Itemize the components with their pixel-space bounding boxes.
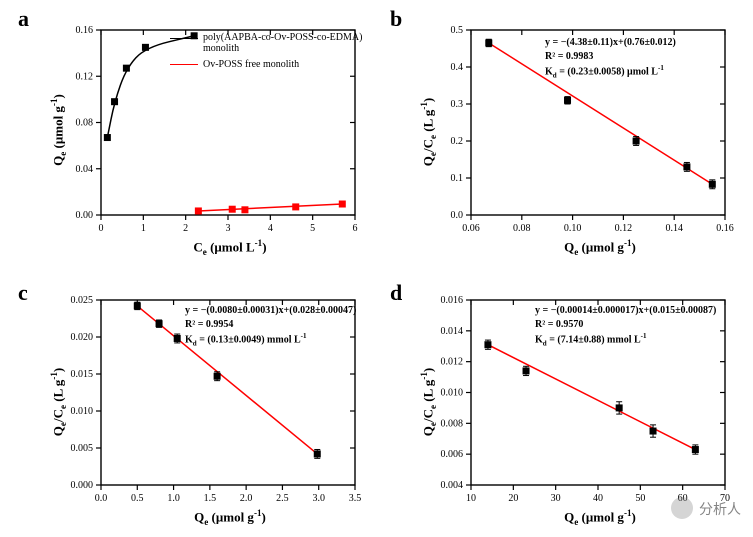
xlabel-b: Qe (μmol g-1) xyxy=(525,238,675,257)
svg-text:1.5: 1.5 xyxy=(204,493,217,504)
panel-d: 102030405060700.0040.0060.0080.0100.0120… xyxy=(415,290,735,525)
annot-c: y = −(0.0080±0.00031)x+(0.028±0.00047) R… xyxy=(185,304,356,349)
svg-text:0.16: 0.16 xyxy=(716,223,734,234)
svg-text:0.3: 0.3 xyxy=(451,99,464,110)
legend-label-a1: poly(AAPBA-co-Ov-POSS-co-EDMA)monolith xyxy=(203,32,363,54)
svg-text:0.020: 0.020 xyxy=(71,332,94,343)
svg-text:0.016: 0.016 xyxy=(441,295,464,306)
svg-text:2.5: 2.5 xyxy=(276,493,289,504)
svg-text:2.0: 2.0 xyxy=(240,493,253,504)
svg-text:0.08: 0.08 xyxy=(513,223,531,234)
svg-text:0.0: 0.0 xyxy=(95,493,108,504)
svg-text:3.5: 3.5 xyxy=(349,493,362,504)
svg-text:0.12: 0.12 xyxy=(615,223,633,234)
panel-b: 0.06 0.08 0.10 0.12 0.14 0.16 0.0 0.1 0.2 0.3 0.4 0… xyxy=(415,20,735,255)
svg-text:0.4: 0.4 xyxy=(451,62,464,73)
watermark-logo xyxy=(671,497,693,519)
legend-swatch-a2 xyxy=(170,64,198,65)
svg-text:3.0: 3.0 xyxy=(312,493,325,504)
svg-text:3: 3 xyxy=(226,223,231,234)
svg-text:0.5: 0.5 xyxy=(451,25,464,36)
svg-text:0.00: 0.00 xyxy=(76,210,94,221)
svg-text:1: 1 xyxy=(141,223,146,234)
panel-c: 0.0 0.5 1.0 1.5 2.0 2.5 3.0 3.5 0.000 0.005 0.010 0… xyxy=(45,290,365,525)
panel-a: 0 1 2 3 4 5 6 0.00 0.04 0.08 0.12 0.16 Qe (μmol g-1… xyxy=(45,20,365,255)
panel-a-svg: 0 1 2 3 4 5 6 0.00 0.04 0.08 0.12 0.16 xyxy=(45,20,365,255)
annot-d: y = −(0.00014±0.000017)x+(0.015±0.00087)… xyxy=(535,304,716,349)
ylabel-c: Qe/Ce (L g-1) xyxy=(49,342,68,462)
svg-text:0.010: 0.010 xyxy=(441,388,464,399)
svg-text:0.008: 0.008 xyxy=(441,418,464,429)
svg-text:0.025: 0.025 xyxy=(71,295,94,306)
xlabel-a: Ce (μmol L-1) xyxy=(155,238,305,257)
svg-text:0.005: 0.005 xyxy=(71,443,94,454)
svg-text:0: 0 xyxy=(99,223,104,234)
ylabel-a: Qe (μmol g-1) xyxy=(49,70,68,190)
svg-text:0.006: 0.006 xyxy=(441,449,464,460)
svg-text:50: 50 xyxy=(635,493,645,504)
svg-text:0.012: 0.012 xyxy=(441,357,464,368)
legend-swatch-a1 xyxy=(170,38,198,39)
figure-root: a b c d 0 1 2 3 4 5 6 0.00 0.04 0.08 0.12 0.16 Qe (… xyxy=(0,0,753,537)
ylabel-d: Qe/Ce (L g-1) xyxy=(419,342,438,462)
svg-text:30: 30 xyxy=(551,493,561,504)
svg-text:0.1: 0.1 xyxy=(451,173,464,184)
svg-text:0.16: 0.16 xyxy=(76,25,94,36)
ylabel-b: Qe/Ce (L g-1) xyxy=(419,72,438,192)
svg-text:20: 20 xyxy=(508,493,518,504)
xlabel-c: Qe (μmol g-1) xyxy=(155,508,305,527)
legend-label-a2: Ov-POSS free monolith xyxy=(203,59,299,70)
svg-text:0.010: 0.010 xyxy=(71,406,94,417)
svg-text:6: 6 xyxy=(353,223,358,234)
svg-text:5: 5 xyxy=(310,223,315,234)
svg-text:2: 2 xyxy=(183,223,188,234)
panel-letter-d: d xyxy=(390,280,402,306)
svg-text:0.04: 0.04 xyxy=(76,164,94,175)
svg-text:0.004: 0.004 xyxy=(441,480,464,491)
watermark-text: 分析人 xyxy=(699,499,741,519)
svg-text:0.14: 0.14 xyxy=(665,223,683,234)
svg-text:0.5: 0.5 xyxy=(131,493,144,504)
panel-letter-a: a xyxy=(18,6,29,32)
svg-text:0.12: 0.12 xyxy=(76,71,94,82)
panel-letter-c: c xyxy=(18,280,28,306)
svg-text:0.0: 0.0 xyxy=(451,210,464,221)
svg-text:1.0: 1.0 xyxy=(167,493,180,504)
svg-text:0.08: 0.08 xyxy=(76,118,94,129)
panel-letter-b: b xyxy=(390,6,402,32)
svg-text:0.015: 0.015 xyxy=(71,369,94,380)
xlabel-d: Qe (μmol g-1) xyxy=(525,508,675,527)
svg-text:10: 10 xyxy=(466,493,476,504)
svg-text:0.014: 0.014 xyxy=(441,326,464,337)
svg-text:4: 4 xyxy=(268,223,273,234)
svg-text:40: 40 xyxy=(593,493,603,504)
svg-text:0.10: 0.10 xyxy=(564,223,582,234)
svg-text:0.2: 0.2 xyxy=(451,136,464,147)
svg-text:0.000: 0.000 xyxy=(71,480,94,491)
annot-b: y = −(4.38±0.11)x+(0.76±0.012) R² = 0.99… xyxy=(545,36,676,81)
svg-text:0.06: 0.06 xyxy=(462,223,480,234)
